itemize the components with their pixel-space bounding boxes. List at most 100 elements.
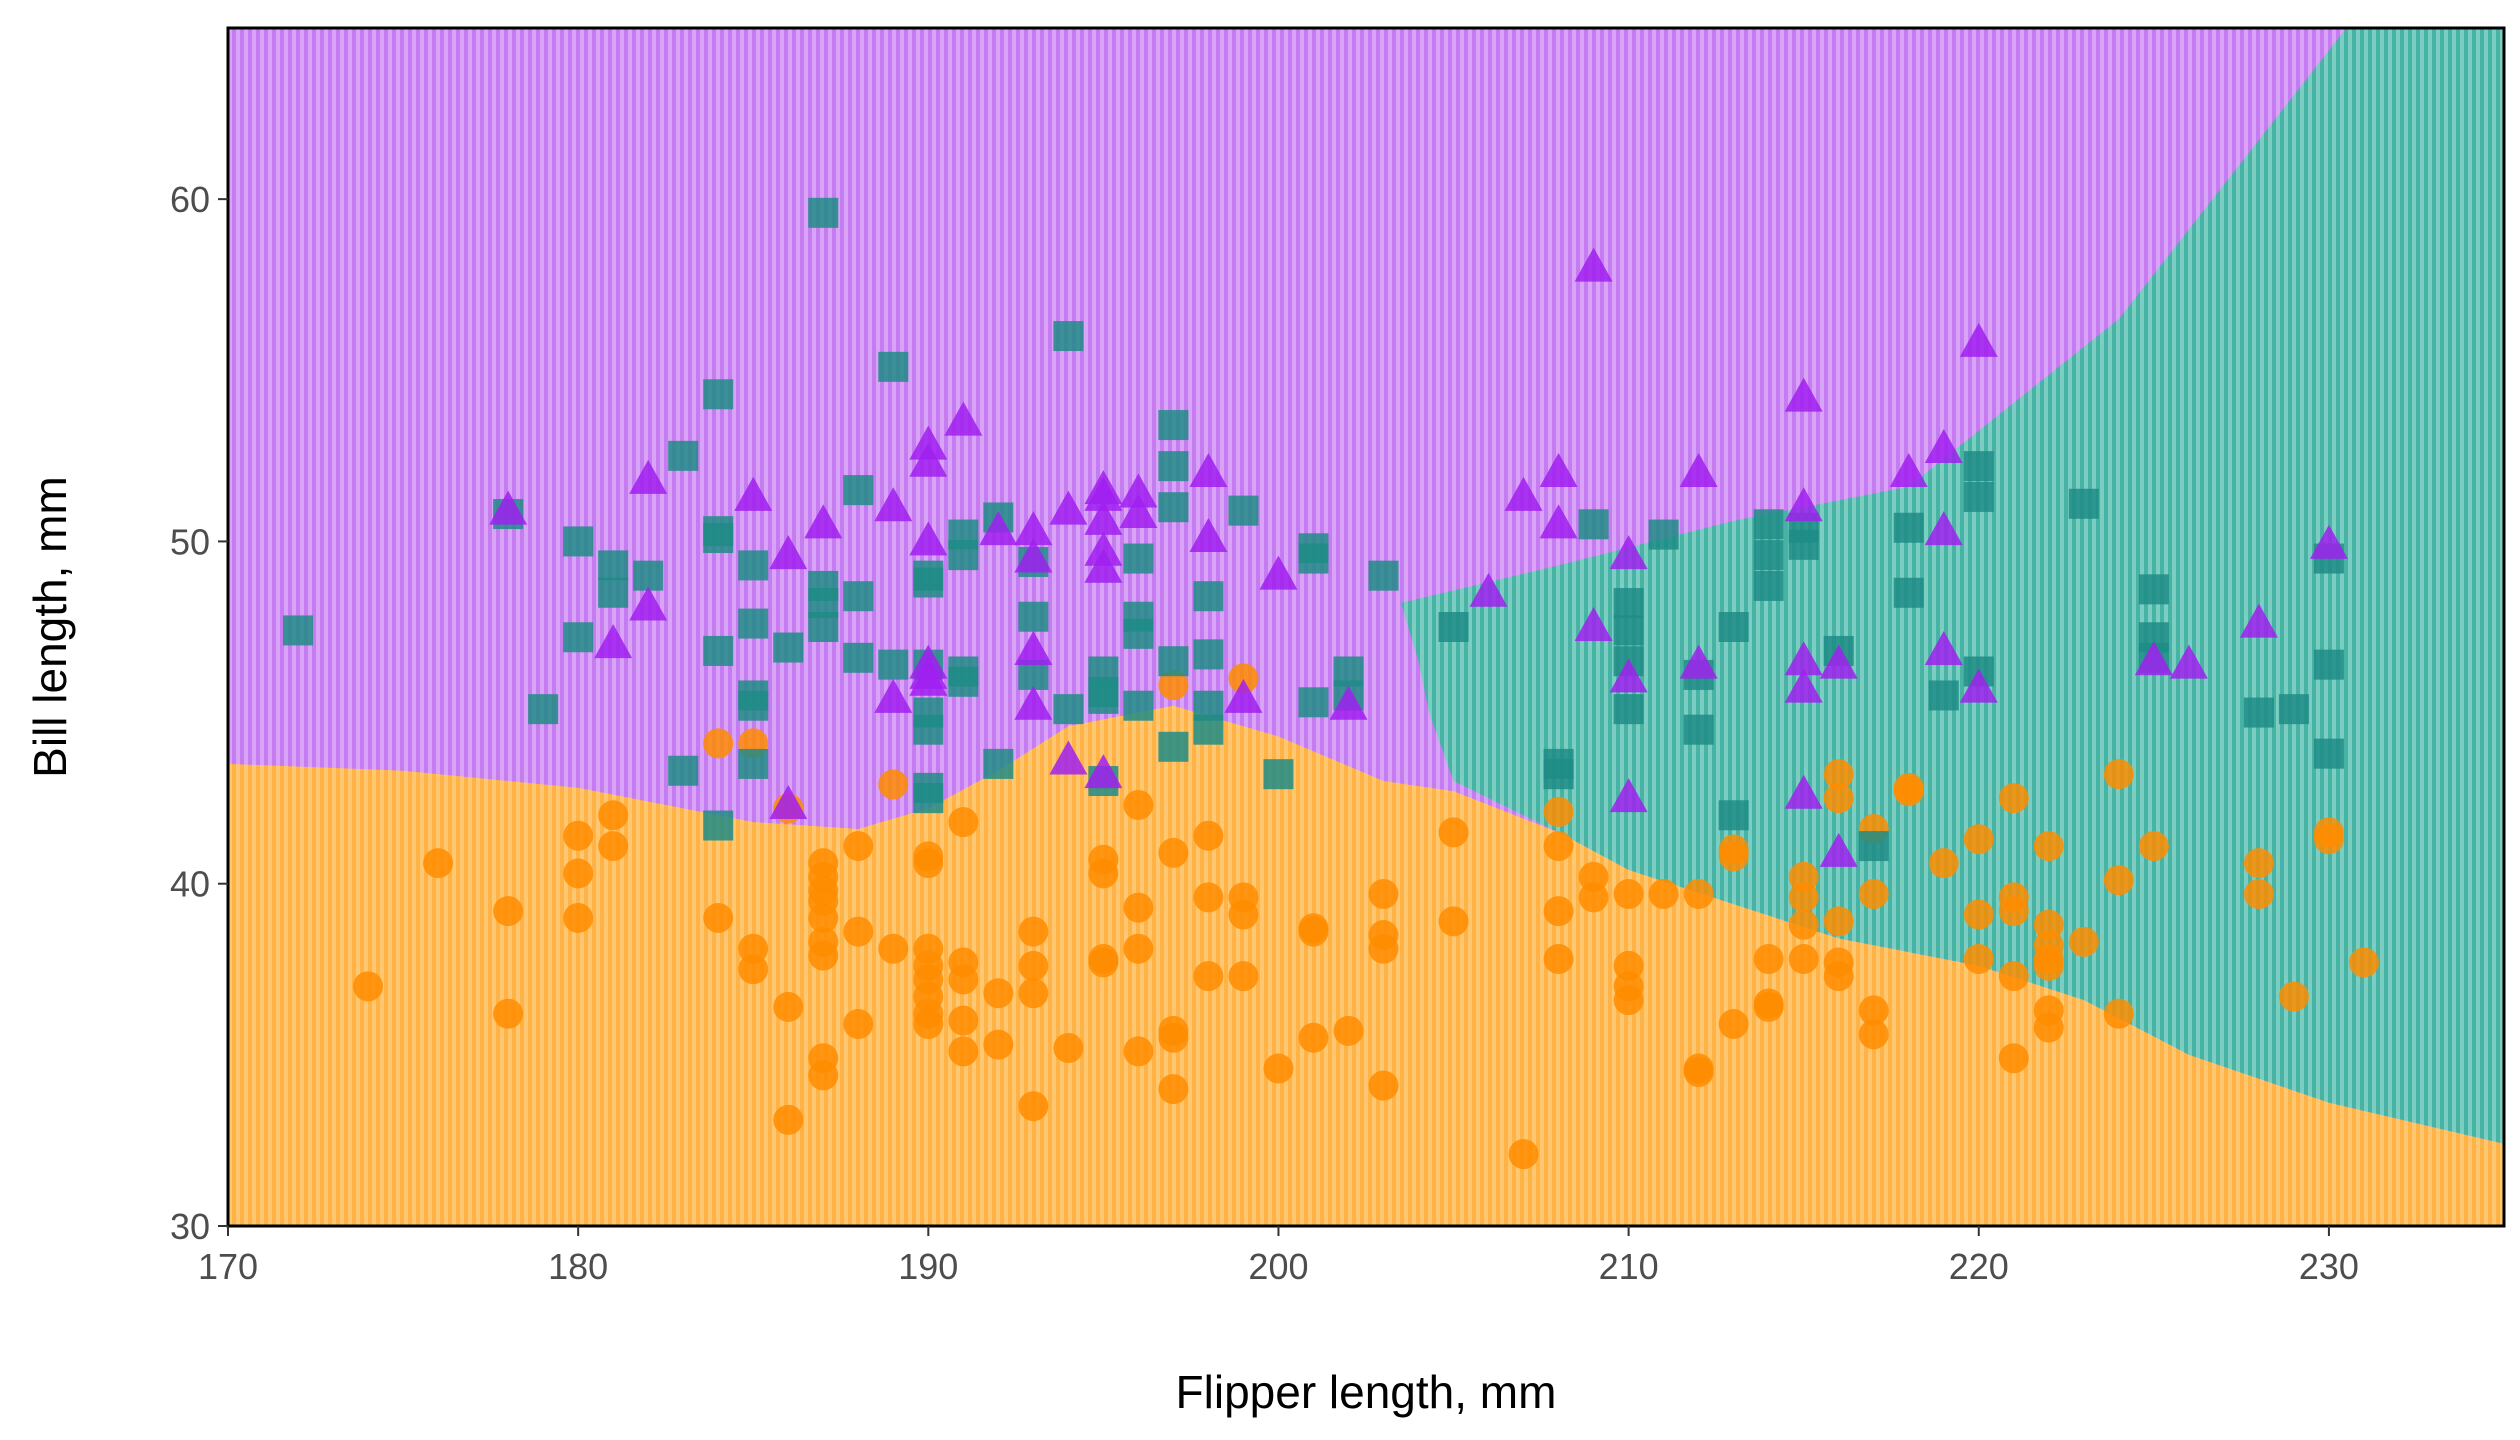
circle-point — [773, 1104, 804, 1135]
square-point — [1613, 588, 1644, 619]
x-tick-label: 220 — [1949, 1246, 2009, 1287]
square-point — [1018, 601, 1049, 632]
circle-point — [738, 954, 769, 985]
circle-point — [1858, 1019, 1889, 1050]
circle-point — [1158, 837, 1189, 868]
circle-point — [738, 933, 769, 964]
square-point — [878, 649, 909, 680]
x-tick-label: 230 — [2299, 1246, 2359, 1287]
circle-point — [1298, 916, 1329, 947]
triangle-point — [1924, 511, 1963, 546]
x-tick-label: 190 — [898, 1246, 958, 1287]
square-point — [808, 612, 839, 642]
circle-point — [2278, 981, 2309, 1012]
circle-point — [1438, 817, 1469, 848]
square-point — [1158, 731, 1189, 762]
circle-point — [2068, 926, 2099, 957]
triangle-point — [1574, 607, 1613, 641]
circle-point — [1228, 663, 1259, 694]
square-point — [1893, 577, 1924, 608]
square-point — [1368, 560, 1399, 591]
circle-point — [1368, 1070, 1399, 1101]
triangle-point — [1784, 774, 1823, 809]
triangle-point — [1609, 658, 1648, 693]
square-point — [948, 540, 979, 571]
circle-point — [1123, 789, 1154, 820]
triangle-point — [629, 586, 668, 621]
y-tick-label: 60 — [170, 179, 210, 220]
circle-point — [1298, 1022, 1329, 1053]
plot-area — [228, 28, 2504, 1226]
circle-point — [1088, 858, 1119, 889]
circle-point — [2033, 1012, 2064, 1043]
circle-point — [1368, 933, 1399, 964]
circle-point — [1578, 882, 1609, 913]
triangle-point — [1819, 644, 1858, 679]
triangle-point — [1819, 832, 1858, 867]
square-point — [843, 475, 874, 506]
circle-point — [1753, 944, 1784, 975]
triangle-point — [874, 487, 913, 522]
triangle-point — [2239, 603, 2278, 638]
circle-point — [1718, 1009, 1749, 1040]
triangle-point — [1014, 630, 1053, 665]
square-point — [2138, 574, 2169, 605]
circle-point — [1823, 961, 1854, 992]
square-point — [1753, 540, 1784, 571]
square-point — [283, 615, 314, 646]
triangle-point — [944, 401, 983, 436]
triangle-point — [1084, 531, 1123, 566]
circle-point — [1683, 878, 1714, 909]
triangle-point — [1049, 740, 1088, 775]
triangle-point — [1084, 754, 1123, 789]
triangle-point — [1224, 678, 1263, 713]
circle-point — [2103, 759, 2134, 790]
square-point — [1053, 321, 1084, 352]
circle-point — [773, 991, 804, 1022]
triangle-point — [769, 784, 808, 819]
square-point — [1158, 492, 1189, 523]
square-point — [668, 440, 699, 471]
square-point — [1123, 690, 1154, 721]
x-tick-label: 200 — [1248, 1246, 1308, 1287]
circle-point — [913, 848, 944, 879]
circle-point — [703, 728, 734, 759]
circle-point — [1963, 899, 1994, 930]
circle-point — [598, 831, 629, 862]
region-teal — [1401, 28, 2504, 1226]
circle-point — [1543, 896, 1574, 927]
triangle-point — [1924, 429, 1963, 464]
circle-point — [1578, 861, 1609, 892]
circle-point — [493, 998, 524, 1029]
circle-point — [1053, 1033, 1084, 1064]
triangle-point — [1084, 500, 1123, 535]
triangle-point — [1049, 490, 1088, 525]
circle-point — [948, 964, 979, 995]
square-point — [1543, 759, 1574, 790]
square-point — [1158, 410, 1189, 441]
circle-point — [2103, 998, 2134, 1029]
square-point — [598, 550, 629, 581]
circle-point — [563, 858, 594, 889]
square-point — [738, 748, 769, 779]
triangle-point — [979, 511, 1018, 546]
square-point — [2068, 488, 2099, 519]
circle-point — [1543, 831, 1574, 862]
square-point — [773, 632, 804, 663]
triangle-point — [1084, 476, 1123, 511]
circle-point — [1123, 1036, 1154, 1067]
triangle-point — [1959, 668, 1998, 703]
triangle-point — [1504, 476, 1543, 511]
square-point — [1613, 615, 1644, 646]
square-point — [1788, 529, 1819, 560]
triangle-point — [1959, 322, 1998, 357]
square-point — [1158, 451, 1189, 482]
y-axis-title: Bill length, mm — [24, 476, 76, 778]
circle-point — [1893, 776, 1924, 807]
square-point — [1123, 618, 1154, 649]
circle-point — [1228, 899, 1259, 930]
circle-point — [948, 807, 979, 838]
triangle-point — [1014, 685, 1053, 720]
circle-point — [563, 820, 594, 851]
